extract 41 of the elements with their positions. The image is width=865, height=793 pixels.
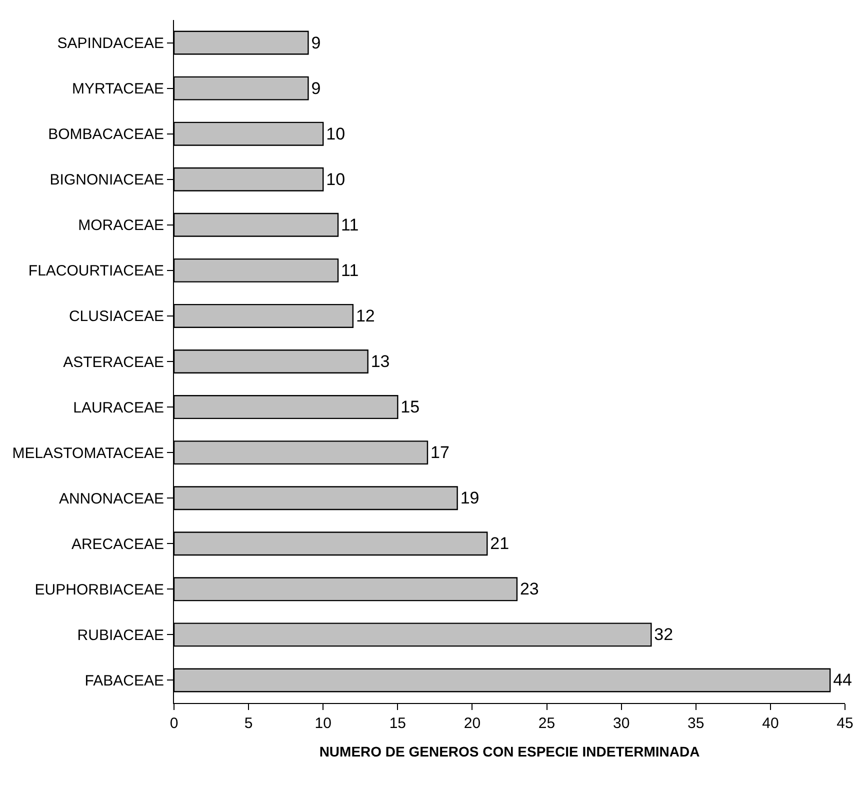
x-tick-label: 5 (244, 715, 253, 732)
y-tick-label: MELASTOMATACEAE (12, 444, 164, 462)
y-tick-label: FLACOURTIACEAE (28, 262, 164, 280)
y-tick-label: EUPHORBIACEAE (34, 581, 164, 598)
data-label: 13 (370, 352, 390, 371)
x-tick-label: 30 (612, 715, 630, 732)
x-tick-label: 40 (762, 715, 779, 732)
y-tick-label: CLUSIACEAE (68, 308, 164, 326)
y-tick-label: LAURACEAE (73, 399, 164, 416)
data-label: 12 (356, 306, 375, 326)
y-tick-label: RUBIACEAE (77, 626, 164, 644)
y-tick-label: ARECACEAE (71, 536, 164, 553)
y-tick-label: BOMBACACEAE (48, 126, 164, 144)
y-tick-label: FABACEAE (84, 672, 164, 690)
data-label: 44 (833, 670, 852, 690)
x-tick-label: 25 (538, 715, 556, 732)
data-label: 9 (311, 78, 321, 98)
y-tick-label: MORACEAE (78, 217, 164, 234)
x-axis-title: NUMERO DE GENEROS CON ESPECIE INDETERMINADA (319, 743, 700, 760)
y-tick-label: ANNONACEAE (58, 490, 164, 508)
data-label: 10 (326, 170, 346, 189)
data-label: 32 (654, 625, 674, 644)
data-label: 11 (341, 260, 359, 280)
data-label: 19 (460, 488, 480, 508)
x-tick-label: 15 (389, 715, 406, 732)
x-tick-label: 20 (464, 715, 481, 732)
data-label: 11 (341, 215, 359, 234)
x-tick-label: 35 (688, 715, 704, 732)
y-tick-label: BIGNONIACEAE (50, 172, 164, 189)
x-tick-label: 45 (836, 715, 854, 732)
data-label: 23 (520, 580, 539, 599)
data-label: 17 (430, 443, 450, 462)
data-label: 21 (490, 534, 510, 554)
x-tick-label: 0 (170, 715, 178, 732)
y-tick-label: MYRTACEAE (72, 80, 164, 98)
x-tick-label: 10 (314, 715, 332, 732)
y-tick-label: SAPINDACEAE (57, 35, 164, 52)
data-label: 10 (326, 124, 346, 144)
data-label: 15 (400, 398, 420, 417)
y-tick-label: ASTERACEAE (63, 354, 164, 371)
data-label: 9 (311, 33, 321, 52)
